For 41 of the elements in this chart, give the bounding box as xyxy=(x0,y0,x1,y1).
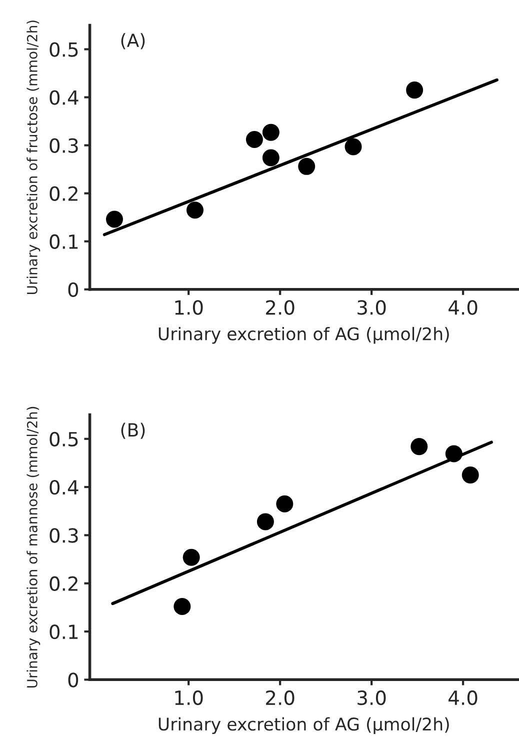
y-tick-label: 0.1 xyxy=(50,624,78,640)
point xyxy=(462,466,479,484)
x-axis-title: Urinary excretion of AG (μmol/2h) xyxy=(158,326,449,344)
y-tick-label: 0.2 xyxy=(50,576,78,592)
point xyxy=(246,131,263,148)
y-axis-title: Urinary excretion of mannose (mmol/2h) xyxy=(26,406,40,688)
x-tick-label: 2.0 xyxy=(266,300,294,315)
y-tick-label: 0.1 xyxy=(50,234,78,250)
x-tick-label: 4.0 xyxy=(448,300,478,315)
y-tick-label: 0.4 xyxy=(50,480,78,495)
point xyxy=(344,138,362,156)
point xyxy=(262,124,280,141)
x-tick-label: 3.0 xyxy=(358,690,386,706)
x-axis-title: Urinary excretion of AG (μmol/2h) xyxy=(158,717,449,734)
x-tick-label: 2.0 xyxy=(266,690,294,706)
y-tick-label: 0.3 xyxy=(50,138,78,153)
point xyxy=(186,202,204,219)
point xyxy=(256,513,274,530)
x-tick-label: 3.0 xyxy=(358,300,386,315)
point xyxy=(174,598,191,615)
point xyxy=(262,149,280,166)
point xyxy=(276,495,294,512)
point xyxy=(182,548,200,566)
x-tick-label: 1.0 xyxy=(175,690,203,706)
point xyxy=(410,438,428,456)
chart-title: (A) xyxy=(121,33,145,50)
y-axis-title: Urinary excretion of fructose (mmol/2h) xyxy=(26,20,40,294)
y-tick-label: 0.3 xyxy=(50,528,78,543)
point xyxy=(445,445,462,462)
y-tick-label: 0 xyxy=(68,672,78,688)
y-tick-label: 0 xyxy=(68,282,78,298)
point xyxy=(106,210,123,228)
x-tick-label: 1.0 xyxy=(175,300,203,315)
point xyxy=(406,82,424,99)
x-tick-label: 4.0 xyxy=(448,690,478,706)
y-tick-label: 0.2 xyxy=(50,186,78,201)
y-tick-label: 0.5 xyxy=(50,42,78,57)
y-tick-label: 0.4 xyxy=(50,90,78,105)
point xyxy=(298,158,316,175)
y-tick-label: 0.5 xyxy=(50,432,78,447)
chart-title: (B) xyxy=(121,422,145,439)
